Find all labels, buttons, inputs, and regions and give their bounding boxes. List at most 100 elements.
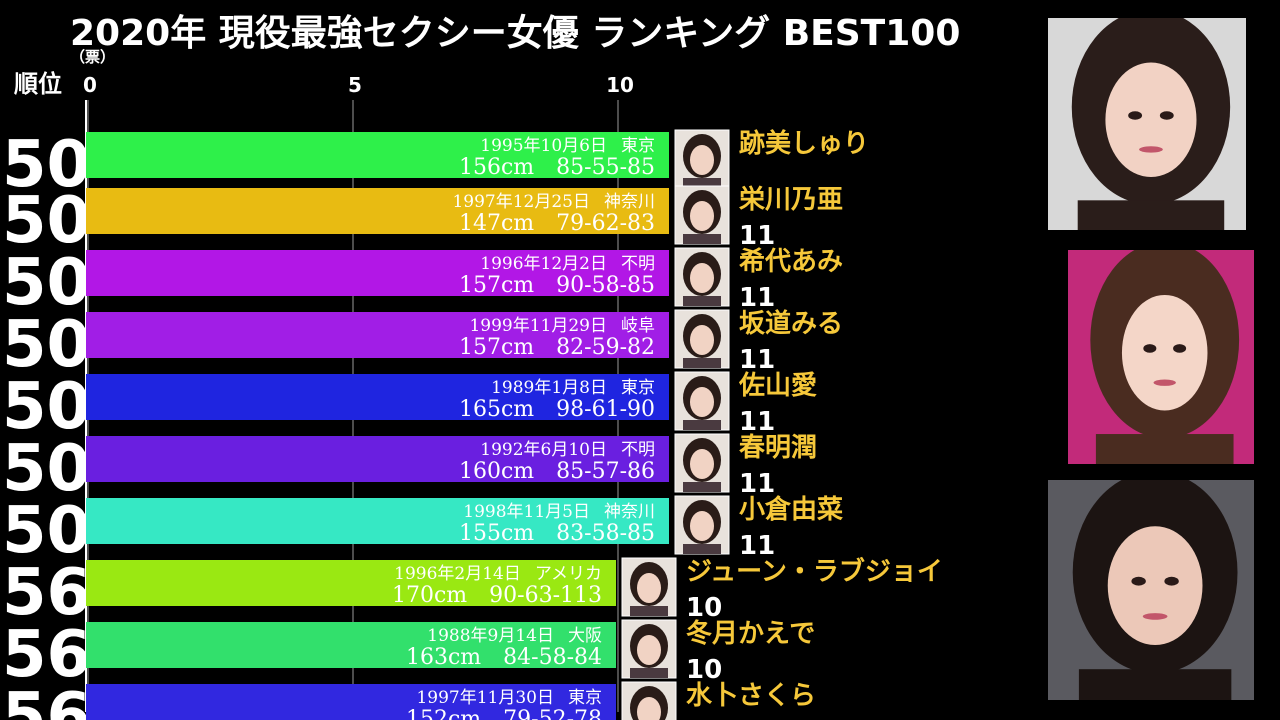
vote-count: 11 — [739, 531, 775, 561]
body-stats: 155cm 83-58-85 — [459, 521, 655, 546]
rank-number: 56 — [2, 618, 91, 692]
birth-info: 1997年12月25日 神奈川 — [452, 192, 655, 212]
birth-date: 1998年11月5日 — [463, 502, 590, 522]
vote-bar — [86, 436, 669, 482]
actress-name: 希代あみ — [739, 246, 843, 277]
birth-info: 1995年10月6日 東京 — [480, 136, 655, 156]
rank-number: 50 — [2, 308, 91, 382]
vote-bar — [86, 498, 669, 544]
vote-count: 11 — [739, 345, 775, 375]
body-stats: 147cm 79-62-83 — [459, 211, 655, 236]
birth-place: 大阪 — [568, 626, 602, 646]
birth-place: 岐阜 — [621, 316, 655, 336]
rank-column-header: 順位 — [14, 70, 62, 98]
thumbnail-photo — [621, 619, 677, 679]
thumbnail-photo — [674, 129, 730, 189]
birth-info: 1992年6月10日 不明 — [480, 440, 655, 460]
birth-info: 1998年11月5日 神奈川 — [463, 502, 655, 522]
birth-place: 不明 — [621, 440, 655, 460]
rank-number: 50 — [2, 246, 91, 320]
portrait-photo-2 — [1068, 250, 1254, 464]
vote-count: 11 — [739, 221, 775, 251]
portrait-photo-3 — [1048, 480, 1254, 700]
vote-bar — [86, 684, 616, 720]
vote-count: 10 — [686, 717, 722, 720]
birth-info: 1999年11月29日 岐阜 — [469, 316, 655, 336]
thumbnail-photo — [674, 433, 730, 493]
unit-label: （票） — [70, 48, 116, 66]
rank-number: 50 — [2, 494, 91, 568]
body-stats: 156cm 85-55-85 — [459, 155, 655, 180]
body-stats: 170cm 90-63-113 — [392, 583, 602, 608]
birth-date: 1989年1月8日 — [491, 378, 607, 398]
birth-place: 神奈川 — [604, 192, 655, 212]
x-tick-label: 0 — [83, 73, 97, 97]
vote-bar — [86, 622, 616, 668]
rank-number: 56 — [2, 556, 91, 630]
birth-info: 1989年1月8日 東京 — [491, 378, 655, 398]
vote-bar — [86, 250, 669, 296]
thumbnail-photo — [674, 247, 730, 307]
birth-date: 1996年2月14日 — [394, 564, 521, 584]
birth-place: 神奈川 — [604, 502, 655, 522]
vote-bar — [86, 312, 669, 358]
rank-number: 56 — [2, 680, 91, 720]
actress-name: 跡美しゅり — [739, 128, 869, 159]
vote-count: 11 — [739, 283, 775, 313]
body-stats: 157cm 90-58-85 — [459, 273, 655, 298]
birth-date: 1995年10月6日 — [480, 136, 607, 156]
thumbnail-photo — [674, 309, 730, 369]
body-stats: 152cm 79-52-78 — [406, 707, 602, 720]
vote-bar — [86, 132, 669, 178]
actress-name: 冬月かえで — [686, 619, 815, 649]
birth-place: 東京 — [621, 136, 655, 156]
birth-info: 1996年12月2日 不明 — [480, 254, 655, 274]
actress-name: 小倉由菜 — [739, 494, 843, 525]
vote-count: 10 — [686, 593, 722, 623]
rank-number: 50 — [2, 432, 91, 506]
thumbnail-photo — [674, 371, 730, 431]
body-stats: 165cm 98-61-90 — [459, 397, 655, 422]
page-title: 2020年 現役最強セクシー女優 ランキング BEST100 — [70, 13, 961, 54]
birth-date: 1996年12月2日 — [480, 254, 607, 274]
vote-count: 11 — [739, 469, 775, 499]
actress-name: 栄川乃亜 — [738, 185, 843, 215]
birth-info: 1996年2月14日 アメリカ — [394, 564, 602, 584]
birth-date: 1997年11月30日 — [416, 688, 554, 708]
thumbnail-photo — [674, 495, 730, 555]
birth-place: 東京 — [621, 378, 655, 398]
birth-date: 1997年12月25日 — [452, 192, 590, 212]
birth-place: 東京 — [568, 688, 602, 708]
portrait-photo-1 — [1048, 18, 1246, 230]
x-tick-label: 5 — [348, 73, 362, 97]
birth-place: アメリカ — [535, 564, 602, 584]
thumbnail-photo — [674, 185, 730, 245]
vote-bar — [86, 560, 616, 606]
actress-name: 坂道みる — [739, 308, 843, 339]
vote-count: 11 — [739, 407, 775, 437]
thumbnail-photo — [621, 681, 677, 720]
rank-number: 50 — [2, 184, 91, 258]
body-stats: 163cm 84-58-84 — [406, 645, 602, 670]
vote-count: 10 — [686, 655, 722, 685]
vote-bar — [86, 188, 669, 234]
actress-name: 春明潤 — [739, 433, 817, 463]
birth-date: 1992年6月10日 — [480, 440, 607, 460]
actress-name: ジューン・ラブジョイ — [686, 556, 943, 587]
portrait-photo-3 — [1048, 480, 1254, 700]
actress-name: 佐山愛 — [738, 371, 817, 401]
vote-bar — [86, 374, 669, 420]
birth-info: 1988年9月14日 大阪 — [427, 626, 602, 646]
portrait-photo-2 — [1068, 250, 1254, 464]
